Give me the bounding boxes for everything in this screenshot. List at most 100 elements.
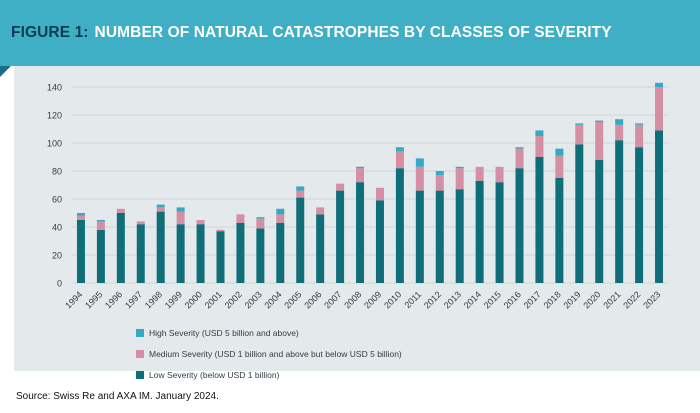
bar-medium-2023 [655, 87, 664, 131]
figure-banner: FIGURE 1: NUMBER OF NATURAL CATASTROPHES … [0, 0, 700, 66]
bar-low-1998 [156, 211, 165, 283]
bar-low-2023 [655, 130, 664, 283]
bar-low-2006 [316, 214, 325, 283]
bar-low-2000 [196, 224, 205, 283]
x-tick-label-1997: 1997 [123, 289, 144, 310]
bar-low-2019 [575, 144, 584, 283]
bar-high-1999 [176, 207, 185, 212]
bar-low-2001 [216, 231, 225, 283]
figure-title: NUMBER OF NATURAL CATASTROPHES BY CLASSE… [94, 24, 612, 41]
x-tick-label-2018: 2018 [542, 289, 563, 310]
x-tick-label-2002: 2002 [223, 289, 244, 310]
bar-high-2005 [296, 186, 305, 191]
x-tick-label-2005: 2005 [282, 289, 303, 310]
bar-high-2012 [435, 171, 444, 176]
bar-medium-2003 [256, 218, 265, 229]
bar-medium-2011 [415, 166, 424, 191]
x-tick-label-1995: 1995 [83, 289, 104, 310]
y-tick-label-0: 0 [57, 279, 62, 289]
bar-medium-1998 [156, 207, 165, 212]
bar-medium-1999 [176, 211, 185, 225]
x-tick-label-2010: 2010 [382, 289, 403, 310]
bar-low-2016 [515, 168, 524, 283]
banner-fold [0, 66, 11, 77]
bar-high-2004 [276, 208, 285, 215]
bar-high-2003 [256, 217, 265, 219]
x-tick-label-2013: 2013 [442, 289, 463, 310]
x-tick-label-2001: 2001 [203, 289, 224, 310]
bar-high-2020 [595, 120, 604, 122]
x-tick-label-2014: 2014 [462, 289, 483, 310]
bar-medium-2002 [236, 214, 245, 223]
bar-low-2021 [615, 140, 624, 283]
y-tick-label-140: 140 [47, 83, 62, 93]
bar-low-2015 [495, 182, 504, 283]
bar-low-2020 [595, 159, 604, 283]
x-tick-label-2000: 2000 [183, 289, 204, 310]
bar-low-2004 [276, 222, 285, 283]
legend-label-high: High Severity (USD 5 billion and above) [149, 328, 299, 338]
bar-high-2018 [555, 148, 564, 156]
x-tick-label-1999: 1999 [163, 289, 184, 310]
bar-low-2003 [256, 228, 265, 283]
bar-medium-2020 [595, 122, 604, 160]
x-tick-label-2021: 2021 [601, 289, 622, 310]
bar-low-1999 [176, 224, 185, 283]
x-tick-label-2009: 2009 [362, 289, 383, 310]
bar-medium-2018 [555, 155, 564, 178]
bar-high-1998 [156, 204, 165, 208]
bar-high-2019 [575, 123, 584, 125]
bar-high-2023 [655, 82, 664, 87]
bar-low-2002 [236, 222, 245, 283]
x-tick-label-2015: 2015 [482, 289, 503, 310]
legend-label-low: Low Severity (below USD 1 billion) [149, 370, 280, 380]
x-tick-label-2011: 2011 [402, 289, 423, 310]
x-tick-label-2023: 2023 [641, 289, 662, 310]
bar-medium-2006 [316, 207, 325, 215]
bar-low-2012 [435, 190, 444, 283]
bar-medium-2009 [375, 187, 384, 201]
x-tick-label-2003: 2003 [243, 289, 264, 310]
bar-low-2007 [336, 190, 345, 283]
bar-medium-2013 [455, 168, 464, 190]
x-tick-label-2007: 2007 [322, 289, 343, 310]
x-tick-label-2004: 2004 [262, 289, 283, 310]
legend-label-medium: Medium Severity (USD 1 billion and above… [149, 349, 402, 359]
bar-low-1996 [116, 213, 125, 283]
x-tick-label-2016: 2016 [502, 289, 523, 310]
legend-item-low: Low Severity (below USD 1 billion) [136, 370, 279, 380]
bar-medium-2007 [336, 183, 345, 191]
bar-low-1995 [96, 229, 105, 283]
figure-heading: FIGURE 1: NUMBER OF NATURAL CATASTROPHES … [11, 24, 612, 42]
bar-medium-2016 [515, 148, 524, 169]
y-tick-label-120: 120 [47, 111, 62, 121]
bar-medium-2022 [635, 124, 644, 148]
bar-medium-1996 [116, 208, 125, 213]
legend-swatch-medium [136, 350, 144, 358]
x-tick-label-2017: 2017 [522, 289, 543, 310]
bar-low-2005 [296, 197, 305, 283]
bar-medium-1995 [96, 221, 105, 230]
bar-low-1994 [76, 220, 85, 283]
bar-low-2011 [415, 190, 424, 283]
bar-low-2013 [455, 189, 464, 283]
x-tick-label-1998: 1998 [143, 289, 164, 310]
bar-low-2010 [395, 168, 404, 283]
bar-medium-1994 [76, 215, 85, 220]
bar-medium-2004 [276, 214, 285, 223]
bar-high-2022 [635, 123, 644, 125]
bar-medium-2000 [196, 220, 205, 225]
bar-low-2009 [375, 200, 384, 283]
bar-medium-2021 [615, 124, 624, 141]
bar-high-1994 [76, 213, 85, 216]
bar-high-2017 [535, 130, 544, 136]
x-tick-label-2022: 2022 [621, 289, 642, 310]
legend-swatch-high [136, 329, 144, 337]
bar-high-2021 [615, 119, 624, 125]
y-tick-label-100: 100 [47, 139, 62, 149]
bar-low-1997 [136, 224, 145, 283]
source-note: Source: Swiss Re and AXA IM. January 202… [16, 391, 219, 402]
bar-medium-2010 [395, 151, 404, 169]
x-tick-label-2008: 2008 [342, 289, 363, 310]
